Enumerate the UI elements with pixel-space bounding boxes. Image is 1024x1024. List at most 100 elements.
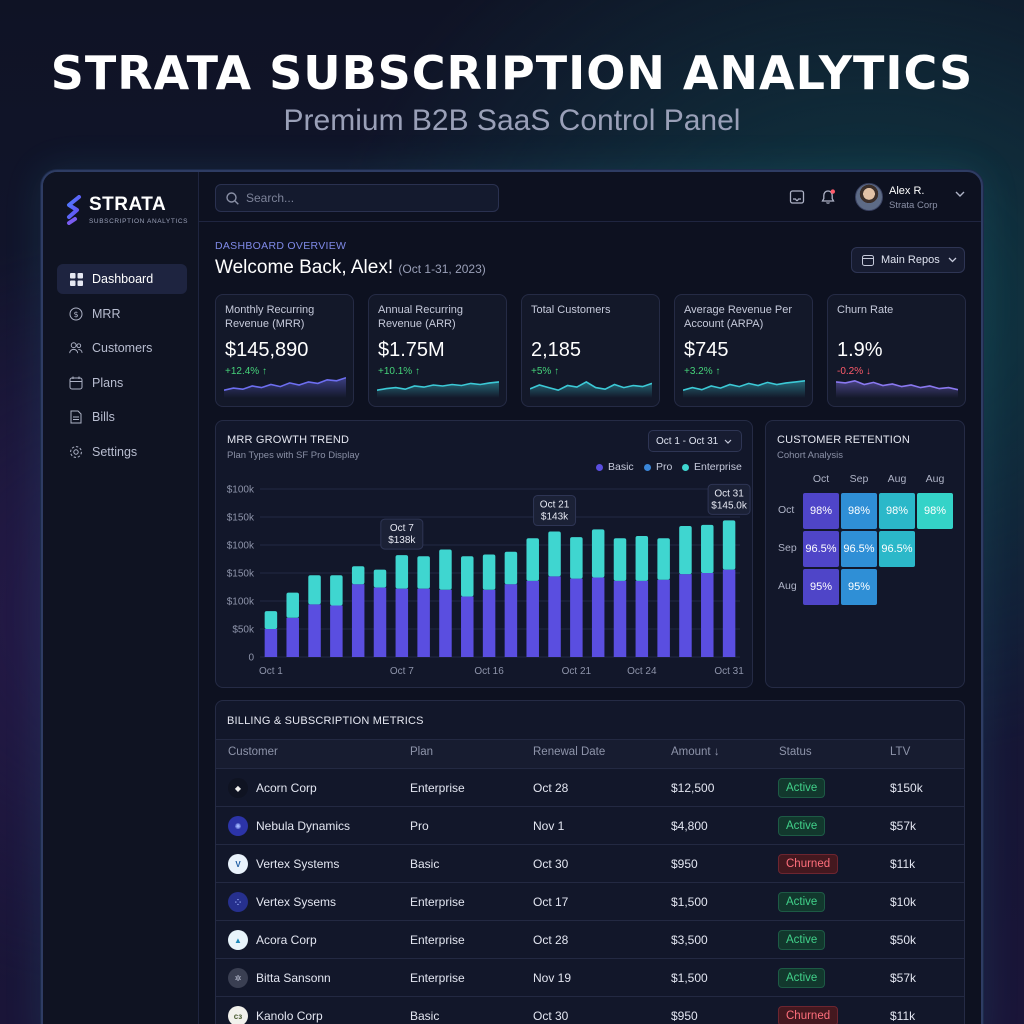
cohort-row-label: Oct — [778, 504, 795, 516]
kpi-label: Monthly Recurring Revenue (MRR) — [225, 304, 315, 330]
renewal-date: Oct 17 — [533, 895, 569, 909]
kpi-label: Churn Rate — [837, 304, 894, 316]
column-header-customer[interactable]: Customer — [228, 746, 278, 758]
retention-cell[interactable]: 96.5% — [879, 531, 915, 567]
sidebar-item-dashboard[interactable]: Dashboard — [57, 264, 187, 294]
bar-basic — [679, 574, 692, 657]
column-header-status[interactable]: Status — [779, 746, 812, 758]
sidebar-item-label: Plans — [92, 375, 124, 390]
cohort-column-label: Oct — [812, 473, 830, 485]
renewal-date: Oct 30 — [533, 857, 569, 871]
table-row[interactable]: cɜ Kanolo Corp Basic Oct 30 $950 Churned $11k — [216, 997, 964, 1024]
customer-name[interactable]: Kanolo Corp — [256, 1009, 323, 1023]
column-header-amount[interactable]: Amount ↓ — [671, 746, 720, 758]
bar-basic — [504, 584, 518, 657]
bar-enterprise — [548, 531, 561, 577]
renewal-date: Nov 19 — [533, 971, 572, 985]
retention-cell[interactable]: 98% — [841, 493, 877, 529]
search-input[interactable]: Search... — [215, 184, 499, 212]
retention-cell[interactable]: 98% — [879, 493, 915, 529]
kpi-card-arpa[interactable]: Average Revenue Per Account (ARPA) $745 +3… — [674, 294, 813, 407]
sidebar-item-customers[interactable]: Customers — [57, 333, 187, 363]
company-glyph: ▲ — [234, 935, 242, 945]
main-content: DASHBOARD OVERVIEW Welcome Back, Alex! (… — [199, 222, 981, 1024]
sidebar-item-label: Bills — [92, 410, 115, 424]
retention-cell[interactable]: 98% — [803, 493, 839, 529]
legend-dot — [682, 463, 689, 471]
bar-basic — [461, 596, 474, 657]
kpi-card-arr[interactable]: Annual Recurring Revenue (ARR) $1.75M +10.… — [368, 294, 507, 407]
table-row[interactable]: ⁘ Vertex Sysems Enterprise Oct 17 $1,500 Acti… — [216, 883, 964, 921]
avatar[interactable] — [855, 183, 883, 211]
bar-enterprise — [351, 566, 365, 585]
legend-dot — [644, 463, 651, 471]
hero-subtitle: Premium B2B SaaS Control Panel — [283, 104, 741, 137]
table-row[interactable]: ▲ Acora Corp Enterprise Oct 28 $3,500 Active $… — [216, 921, 964, 959]
customer-name[interactable]: Acora Corp — [256, 933, 317, 947]
kpi-value: 1.9% — [837, 339, 883, 361]
bar-enterprise — [613, 538, 627, 581]
brand-logo[interactable]: STRATA SUBSCRIPTION ANALYTICS — [65, 194, 188, 225]
sidebar-item-mrr[interactable]: $ MRR — [57, 299, 187, 329]
column-header-plan[interactable]: Plan — [410, 746, 434, 758]
retention-cell[interactable]: 95% — [841, 569, 877, 605]
x-tick-label: Oct 21 — [562, 666, 592, 677]
table-row[interactable]: ✲ Bitta Sansonn Enterprise Nov 19 $1,500 Acti… — [216, 959, 964, 997]
renewal-date: Oct 30 — [533, 1009, 569, 1023]
sidebar-item-bills[interactable]: Bills — [57, 402, 187, 432]
date-range-select[interactable]: Oct 1 - Oct 31 — [648, 430, 742, 452]
plan-name: Basic — [410, 1009, 440, 1023]
bar-enterprise — [308, 575, 321, 605]
x-tick-label: Oct 16 — [474, 666, 504, 677]
bar-enterprise — [504, 551, 518, 585]
customer-name[interactable]: Bitta Sansonn — [256, 971, 331, 985]
customer-name[interactable]: Vertex Systems — [256, 857, 340, 871]
table-row[interactable]: ◆ Acorn Corp Enterprise Oct 28 $12,500 Active… — [216, 769, 964, 807]
acora-icon: ▲ — [228, 930, 248, 950]
sparkline — [224, 376, 346, 398]
legend-label: Basic — [608, 461, 634, 473]
bell-icon[interactable] — [820, 189, 836, 205]
bar-enterprise — [722, 520, 736, 570]
column-header-ltv[interactable]: LTV — [890, 746, 911, 758]
chevron-down-icon[interactable] — [955, 191, 965, 198]
renewal-date: Oct 28 — [533, 933, 569, 947]
bar-basic — [482, 589, 496, 657]
kpi-card-mrr[interactable]: Monthly Recurring Revenue (MRR) $145,890 +… — [215, 294, 354, 407]
retention-cell[interactable]: 98% — [917, 493, 953, 529]
bar-basic — [308, 604, 321, 657]
bar-basic — [657, 579, 670, 657]
table-row[interactable]: ✺ Nebula Dynamics Pro Nov 1 $4,800 Active $57k — [216, 807, 964, 845]
ltv-value: $57k — [890, 819, 917, 833]
sidebar-item-settings[interactable]: Settings — [57, 437, 187, 467]
company-glyph: ✺ — [234, 821, 242, 831]
retention-cell[interactable]: 96.5% — [803, 531, 839, 567]
cohort-row-label: Aug — [778, 580, 797, 592]
x-tick-label: Oct 31 — [714, 666, 744, 677]
page-overline: DASHBOARD OVERVIEW — [215, 240, 347, 252]
mrr-chart: $100k $150k $100k $150k $100k $50k 0 Oct 1 Oct 7… — [227, 483, 751, 677]
kpi-value: $745 — [684, 339, 729, 361]
bar-enterprise — [657, 538, 670, 580]
customer-name[interactable]: Vertex Sysems — [256, 895, 337, 909]
column-header-renewal[interactable]: Renewal Date — [533, 746, 606, 758]
sidebar-item-plans[interactable]: Plans — [57, 368, 187, 398]
customer-name[interactable]: Acorn Corp — [256, 781, 317, 795]
amount: $1,500 — [671, 895, 708, 909]
sparkline — [377, 381, 499, 398]
table-row[interactable]: V Vertex Systems Basic Oct 30 $950 Churned $11… — [216, 845, 964, 883]
report-selector-button[interactable]: Main Repos — [851, 247, 965, 273]
retention-cell[interactable]: 95% — [803, 569, 839, 605]
retention-cell[interactable]: 96.5% — [841, 531, 877, 567]
inbox-icon[interactable] — [789, 189, 805, 205]
kpi-card-churn[interactable]: Churn Rate 1.9% -0.2% ↓ — [827, 294, 966, 407]
cohort-row-label: Sep — [778, 542, 797, 554]
search-placeholder: Search... — [246, 191, 295, 205]
kpi-card-customers[interactable]: Total Customers 2,185 +5% ↑ — [521, 294, 660, 407]
kpi-delta: +10.1% ↑ — [378, 366, 420, 377]
customer-name[interactable]: Nebula Dynamics — [256, 819, 351, 833]
tooltip-value: $138k — [388, 535, 416, 546]
bar-basic — [286, 617, 299, 657]
retention-subtitle: Cohort Analysis — [777, 450, 844, 461]
bar-basic — [613, 580, 627, 657]
